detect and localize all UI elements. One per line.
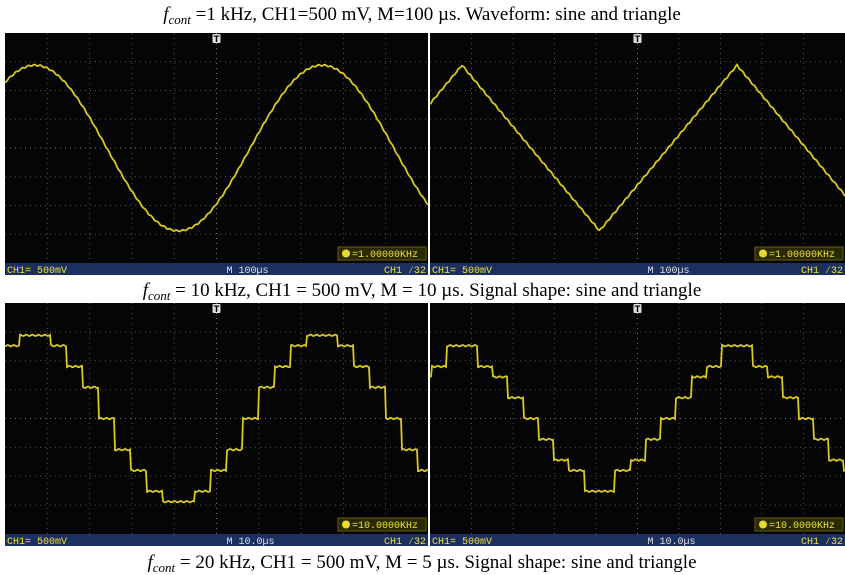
- timebase: M 10.0µs: [648, 537, 696, 548]
- frequency-icon: [342, 521, 350, 529]
- status-bar: [430, 263, 845, 275]
- caption: fcont =1 kHz, CH1=500 mV, M=100 µs. Wave…: [163, 4, 681, 27]
- frequency-icon: [342, 250, 350, 258]
- status-bar: [5, 534, 428, 546]
- status-bar: [5, 263, 428, 275]
- frequency: =1.00000KHz: [769, 250, 835, 261]
- scope-screen: T =10.0000KHz CH1= 500mV M 10.0µs CH1 ∕32: [5, 303, 428, 548]
- caption: fcont = 20 kHz, CH1 = 500 mV, M = 5 µs. …: [147, 552, 696, 575]
- trigger: CH1 ∕32: [384, 266, 426, 277]
- frequency: =1.00000KHz: [352, 250, 418, 261]
- caption: fcont = 10 kHz, CH1 = 500 mV, M = 10 µs.…: [143, 280, 702, 303]
- figure: fcont =1 kHz, CH1=500 mV, M=100 µs. Wave…: [0, 0, 845, 575]
- channel: CH1= 500mV: [7, 537, 67, 548]
- caption-text: =1 kHz, CH1=500 mV, M=100 µs. Waveform: …: [191, 4, 681, 25]
- scope-screen: T =10.0000KHz CH1= 500mV M 10.0µs CH1 ∕32: [430, 303, 845, 548]
- status-bar: [430, 534, 845, 546]
- subscript: cont: [168, 12, 191, 27]
- trigger-marker: T: [634, 35, 640, 46]
- trigger-marker: T: [634, 305, 640, 316]
- frequency-icon: [759, 250, 767, 258]
- timebase: M 100µs: [648, 266, 690, 277]
- channel: CH1= 500mV: [7, 266, 67, 277]
- channel: CH1= 500mV: [432, 537, 492, 548]
- trigger: CH1 ∕32: [801, 266, 843, 277]
- screen-bg: [5, 303, 428, 546]
- subscript: cont: [148, 288, 171, 303]
- trigger: CH1 ∕32: [801, 537, 843, 548]
- caption-text: = 10 kHz, CH1 = 500 mV, M = 10 µs. Signa…: [170, 280, 701, 301]
- trigger: CH1 ∕32: [384, 537, 426, 548]
- channel: CH1= 500mV: [432, 266, 492, 277]
- scope-screen: T =1.00000KHz CH1= 500mV M 100µs CH1 ∕32: [5, 33, 428, 277]
- screen-bg: [430, 303, 845, 546]
- trigger-marker: T: [213, 35, 219, 46]
- timebase: M 100µs: [227, 266, 269, 277]
- subscript: cont: [153, 560, 176, 575]
- trigger-marker: T: [213, 305, 219, 316]
- frequency: =10.0000KHz: [769, 521, 835, 532]
- timebase: M 10.0µs: [227, 537, 275, 548]
- frequency-icon: [759, 521, 767, 529]
- scope-screen: T =1.00000KHz CH1= 500mV M 100µs CH1 ∕32: [430, 33, 845, 277]
- caption-text: = 20 kHz, CH1 = 500 mV, M = 5 µs. Signal…: [175, 552, 696, 573]
- body: fcont =1 kHz, CH1=500 mV, M=100 µs. Wave…: [0, 0, 845, 575]
- frequency: =10.0000KHz: [352, 521, 418, 532]
- page: {"captions": [ {"symbol": "f", "subscrip…: [0, 0, 845, 575]
